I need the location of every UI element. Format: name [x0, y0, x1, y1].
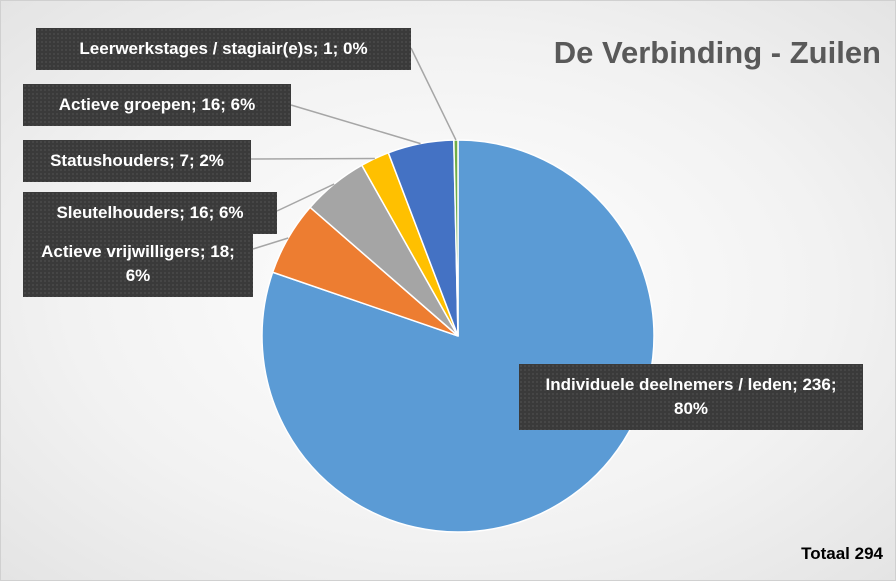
data-label: Statushouders; 7; 2% [23, 140, 251, 182]
leader-line [290, 104, 421, 145]
pie-slice [453, 139, 459, 337]
data-label: Actieve groepen; 16; 6% [23, 84, 291, 126]
data-label: Leerwerkstages / stagiair(e)s; 1; 0% [36, 28, 411, 70]
leader-line [252, 237, 289, 250]
leader-line [410, 47, 457, 141]
data-label: Individuele deelnemers / leden; 236; 80% [519, 364, 863, 430]
annotation: Totaal 294 [801, 544, 883, 563]
data-label: Actieve vrijwilligers; 18; 6% [23, 231, 253, 297]
chart-title: De Verbinding - Zuilen [553, 35, 881, 70]
leader-line [276, 183, 335, 212]
data-label: Sleutelhouders; 16; 6% [23, 192, 277, 234]
